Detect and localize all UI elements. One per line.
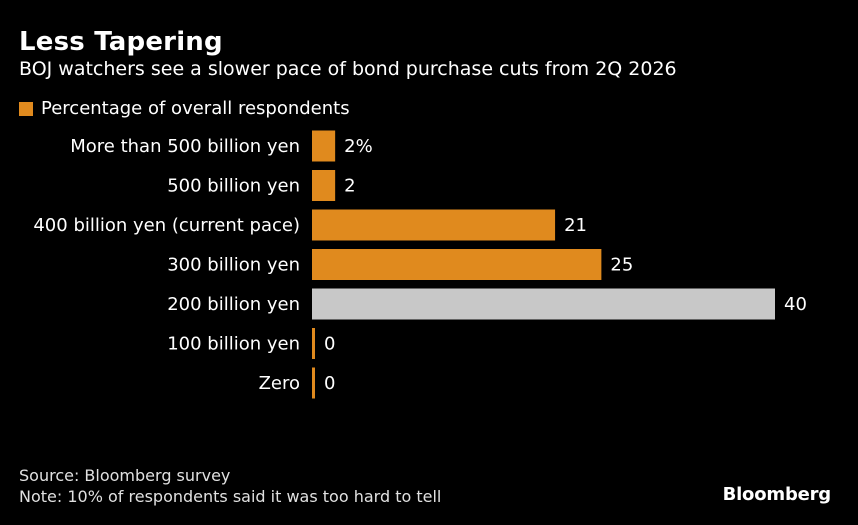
category-label: 500 billion yen	[167, 176, 300, 197]
category-label: 100 billion yen	[167, 334, 300, 355]
category-label: Zero	[259, 373, 300, 394]
bar	[312, 209, 556, 241]
value-label: 40	[784, 294, 807, 315]
category-label: 200 billion yen	[167, 294, 300, 315]
value-label: 21	[564, 215, 587, 236]
value-label: 2%	[344, 136, 373, 157]
category-label: 300 billion yen	[167, 255, 300, 276]
bar	[312, 130, 336, 162]
legend-swatch	[19, 101, 33, 116]
value-label: 0	[324, 373, 335, 394]
source-note: Source: Bloomberg survey	[19, 466, 231, 485]
bar	[312, 367, 315, 399]
footnote: Note: 10% of respondents said it was too…	[19, 487, 442, 506]
bar-chart: More than 500 billion yen 2% 500 billion y…	[33, 130, 807, 399]
bar	[312, 249, 602, 280]
bar	[312, 288, 775, 320]
value-label: 25	[610, 255, 633, 276]
chart-title: Less Tapering	[19, 27, 223, 57]
legend: Percentage of overall respondents	[19, 98, 350, 119]
category-label: 400 billion yen (current pace)	[33, 215, 300, 236]
bar	[312, 170, 336, 201]
value-label: 2	[344, 176, 355, 197]
legend-label: Percentage of overall respondents	[41, 98, 350, 119]
value-label: 0	[324, 334, 335, 355]
bar	[312, 328, 315, 359]
chart-subtitle: BOJ watchers see a slower pace of bond p…	[19, 58, 677, 80]
bloomberg-logo: Bloomberg	[722, 484, 832, 505]
category-label: More than 500 billion yen	[70, 136, 300, 157]
